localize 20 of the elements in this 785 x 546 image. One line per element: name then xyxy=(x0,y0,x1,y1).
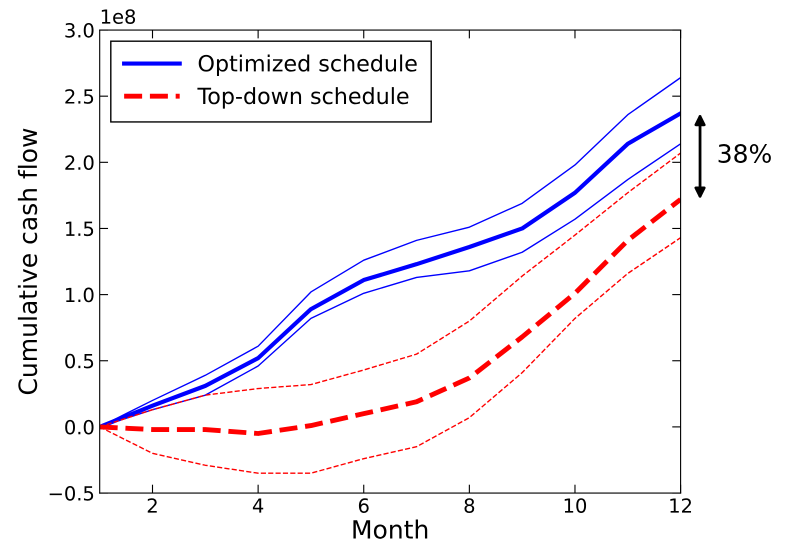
y-tick-label: 0.5 xyxy=(65,354,94,368)
y-tick-label: 3.0 xyxy=(65,22,94,38)
annotation: 38% xyxy=(718,144,771,163)
y-axis-title: Cumulative cash flow xyxy=(18,128,38,394)
x-axis-title: Month xyxy=(353,519,428,539)
y-tick-label: 1.5 xyxy=(66,222,94,236)
y-tick-label: 0.0 xyxy=(65,420,94,435)
y-tick-label: 2.5 xyxy=(65,89,94,104)
x-tick-label: 12 xyxy=(670,498,692,513)
x-tick-label: 8 xyxy=(464,498,474,513)
x-tick-label: 10 xyxy=(564,498,586,513)
x-tick-label: 4 xyxy=(252,498,264,513)
y-tick-label: 1.0 xyxy=(66,288,94,302)
legend-label: Top-down schedule xyxy=(197,87,408,109)
x-tick-label: 2 xyxy=(148,498,157,513)
y-tick-label: 2.0 xyxy=(65,155,94,170)
y-tick-label: −0.5 xyxy=(50,486,94,501)
x-tick-label: 6 xyxy=(358,498,369,513)
text: 1e8 xyxy=(102,9,136,24)
legend-label: Optimized schedule xyxy=(198,54,417,76)
